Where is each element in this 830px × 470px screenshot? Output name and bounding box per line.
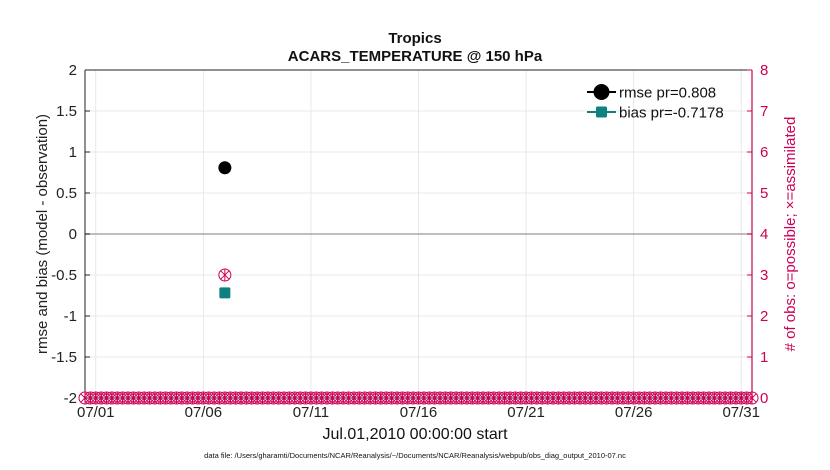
y-right-tick-label: 1 [760, 349, 768, 366]
y-tick-label: 2 [69, 62, 77, 79]
y-right-tick-label: 4 [760, 226, 768, 243]
chart-subtitle: ACARS_TEMPERATURE @ 150 hPa [287, 48, 543, 65]
legend: rmse pr=0.808 bias pr=-0.7178 [587, 84, 724, 122]
y-right-tick-label: 0 [760, 390, 768, 407]
y-right-tick-label: 3 [760, 267, 768, 284]
y-tick-label: -0.5 [51, 267, 77, 284]
x-tick-label: 07/11 [293, 404, 329, 421]
obs-count-marker [697, 391, 711, 405]
y-tick-label: -1.5 [51, 349, 77, 366]
y-tick-label: -1 [64, 308, 77, 325]
y-right-tick-label: 6 [760, 144, 768, 161]
y-tick-label: 1 [69, 144, 77, 161]
chart-title: Tropics [388, 30, 442, 47]
legend-rmse-label: rmse pr=0.808 [619, 85, 716, 102]
x-tick-label: 07/01 [77, 404, 115, 421]
x-tick-label: 07/06 [185, 404, 223, 421]
obs-count-marker-nonzero [218, 268, 232, 282]
bias-point [219, 287, 231, 299]
x-axis-label: Jul.01,2010 00:00:00 start [322, 426, 508, 443]
x-tick-label: 07/21 [507, 404, 545, 421]
y-right-tick-label: 5 [760, 185, 768, 202]
legend-bias-label: bias pr=-0.7178 [619, 105, 724, 122]
y-right-tick-label: 2 [760, 308, 768, 325]
y-right-tick-label: 8 [760, 62, 768, 79]
x-tick-label: 07/31 [722, 404, 760, 421]
y-axis-label-right: # of obs: o=possible; ×=assimilated [782, 117, 799, 352]
obs-count-marker [745, 391, 759, 405]
y-tick-label: 1.5 [56, 103, 77, 120]
y-tick-label: 0 [69, 226, 77, 243]
x-tick-label: 07/26 [615, 404, 653, 421]
x-tick-label: 07/16 [400, 404, 438, 421]
data-file-note: data file: /Users/gharamti/Documents/NCA… [204, 451, 626, 460]
rmse-point [218, 161, 232, 175]
y-tick-label: 0.5 [56, 185, 77, 202]
y-right-tick-label: 7 [760, 103, 768, 120]
y-axis-label: rmse and bias (model - observation) [34, 114, 51, 354]
legend-bias-marker [596, 106, 607, 118]
y-tick-label: -2 [64, 390, 77, 407]
legend-rmse-marker [593, 84, 610, 100]
